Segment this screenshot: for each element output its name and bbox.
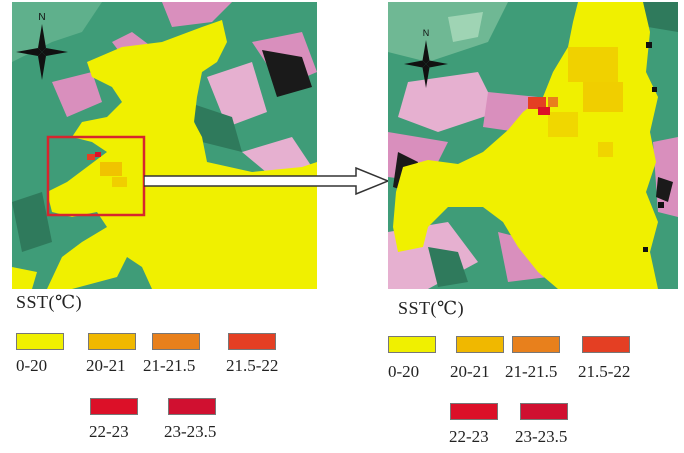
- legend-swatch-3: [582, 336, 630, 353]
- legend-label: 21.5-22: [226, 356, 279, 375]
- legend-label: 23-23.5: [164, 422, 217, 441]
- legend-swatch-3: [228, 333, 276, 350]
- warm-sst-patches-zoomed: [528, 47, 623, 157]
- zoomed-map: N: [388, 2, 678, 289]
- no-data-specks: [643, 42, 664, 252]
- legend-swatch-5: [168, 398, 216, 415]
- land-texture: [12, 2, 317, 252]
- north-label: N: [423, 28, 430, 38]
- legend-title: SST(℃): [16, 292, 83, 312]
- legend-swatch-1: [456, 336, 504, 353]
- north-label: N: [38, 12, 45, 23]
- overview-map: N: [12, 2, 317, 289]
- legend-label: 23-23.5: [515, 427, 568, 446]
- legend-title: SST(℃): [398, 298, 465, 318]
- legend-label: 0-20: [16, 356, 48, 375]
- north-arrow-icon: N: [16, 12, 68, 80]
- legend-swatch-2: [152, 333, 200, 350]
- warm-sst-patches-overview: [87, 152, 127, 187]
- legend-label: 0-20: [388, 362, 420, 381]
- legend-label: 21-21.5: [143, 356, 196, 375]
- legend-swatch-0: [388, 336, 436, 353]
- legend-swatch-5: [520, 403, 568, 420]
- legend-label: 22-23: [449, 427, 489, 446]
- legend-label: 21.5-22: [578, 362, 631, 381]
- legend-swatch-4: [450, 403, 498, 420]
- legend-label: 22-23: [89, 422, 129, 441]
- legend-label: 21-21.5: [505, 362, 558, 381]
- legend-swatch-4: [90, 398, 138, 415]
- zoom-arrow-icon: [144, 166, 390, 196]
- sea-area-overview: [47, 20, 317, 289]
- legend-label: 20-21: [450, 362, 490, 381]
- north-arrow-icon: N: [404, 28, 448, 88]
- legend-label: 20-21: [86, 356, 126, 375]
- legend-swatch-0: [16, 333, 64, 350]
- legend-swatch-1: [88, 333, 136, 350]
- legend-swatch-2: [512, 336, 560, 353]
